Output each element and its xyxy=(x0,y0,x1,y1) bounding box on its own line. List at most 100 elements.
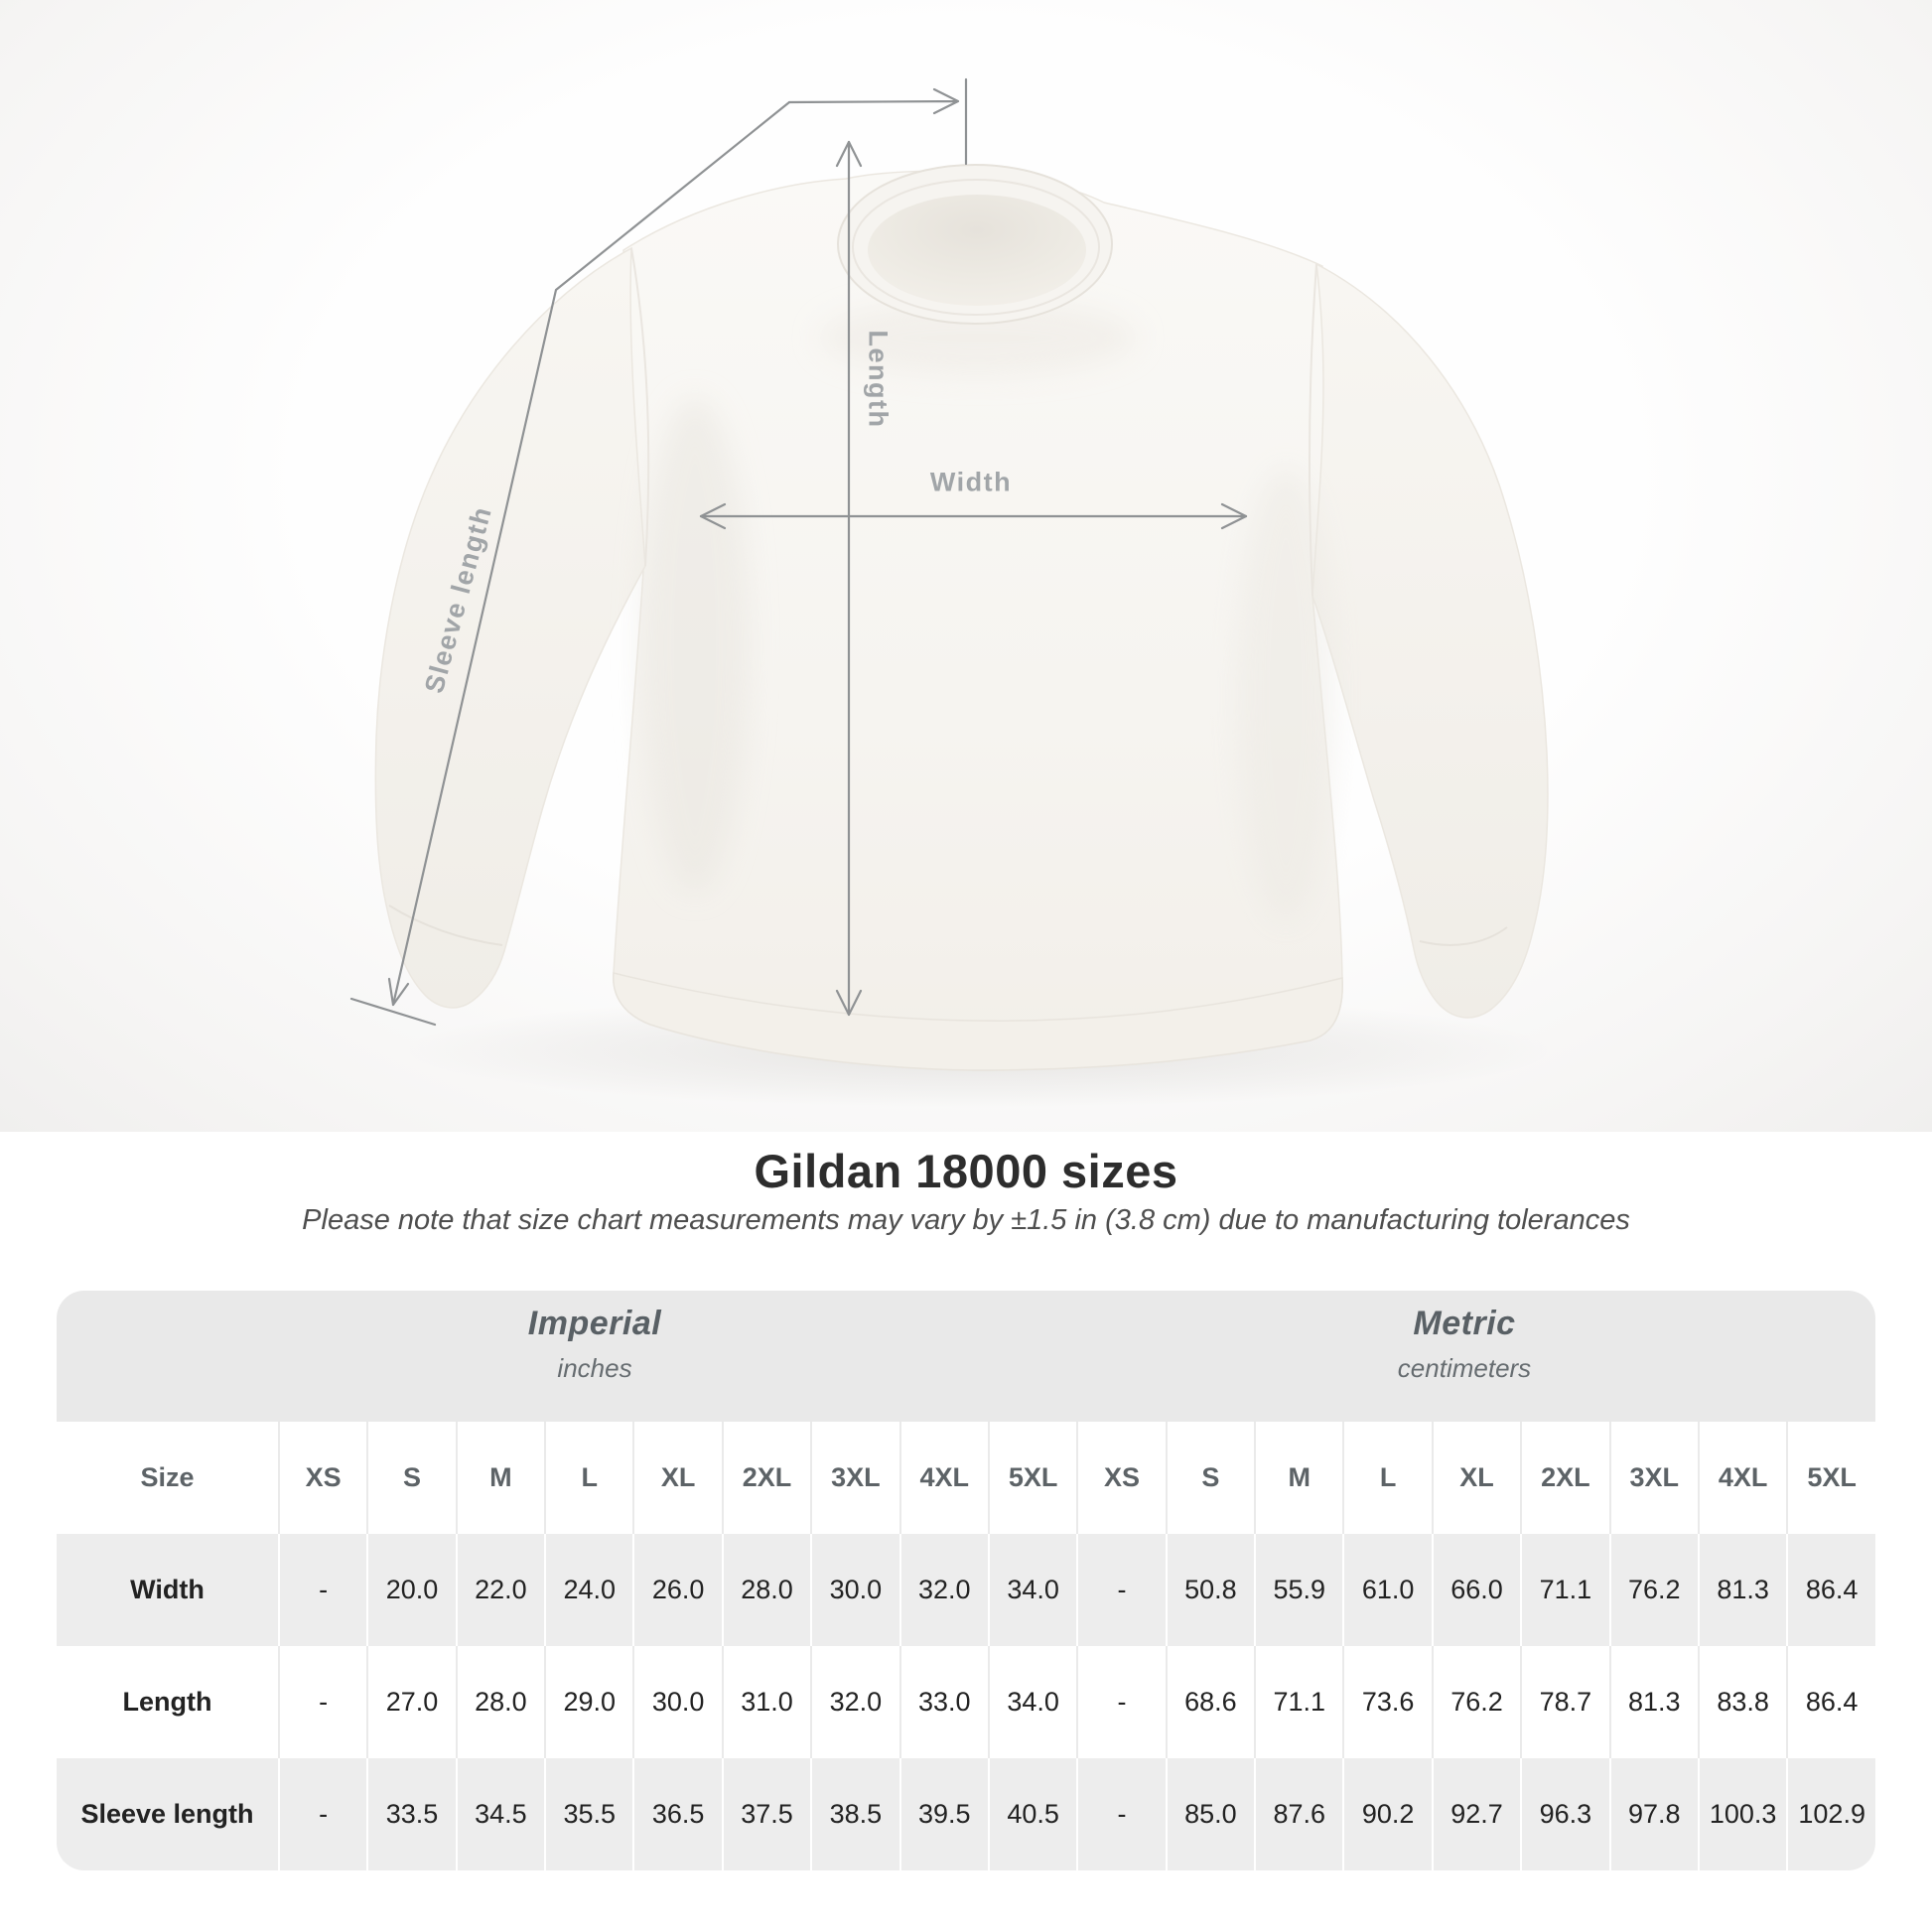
table-cell: 78.7 xyxy=(1520,1646,1608,1758)
table-cell: 36.5 xyxy=(632,1758,721,1870)
sleeve-length-tick xyxy=(349,997,437,1027)
table-cell: - xyxy=(1076,1534,1165,1646)
table-cell: 68.6 xyxy=(1165,1646,1254,1758)
table-cell: 76.2 xyxy=(1431,1646,1520,1758)
table-cell: 38.5 xyxy=(810,1758,898,1870)
table-cell: 32.0 xyxy=(810,1646,898,1758)
table-cell: 34.5 xyxy=(455,1758,544,1870)
size-header-cell: 3XL xyxy=(810,1422,898,1534)
sleeve-length-row: Sleeve length - 33.5 34.5 35.5 36.5 37.5… xyxy=(57,1758,1875,1870)
table-cell: 34.0 xyxy=(987,1534,1076,1646)
size-header-cell: S xyxy=(1165,1422,1254,1534)
body-shading-right xyxy=(1236,467,1335,923)
table-cell: 33.0 xyxy=(898,1646,988,1758)
sweatshirt-illustration xyxy=(349,77,1554,1108)
collar-rib-seam xyxy=(852,179,1100,316)
size-header-cell: 4XL xyxy=(1697,1422,1786,1534)
table-cell: 76.2 xyxy=(1608,1534,1698,1646)
size-header-row: Size XS S M L XL 2XL 3XL 4XL 5XL XS S M … xyxy=(57,1422,1875,1534)
page-title: Gildan 18000 sizes xyxy=(754,1145,1178,1197)
size-header-cell: 2XL xyxy=(1520,1422,1608,1534)
table-cell: 31.0 xyxy=(721,1646,810,1758)
imperial-group-title: Imperial xyxy=(527,1305,662,1342)
left-armhole-seam xyxy=(630,247,650,567)
table-cell: 97.8 xyxy=(1608,1758,1698,1870)
body-shading-left xyxy=(640,397,750,894)
width-row: Width - 20.0 22.0 24.0 26.0 28.0 30.0 32… xyxy=(57,1534,1875,1646)
imperial-group-header: Imperial inches xyxy=(528,1305,661,1384)
size-header-cell: XS xyxy=(1076,1422,1165,1534)
table-cell: 29.0 xyxy=(544,1646,632,1758)
table-cell: 40.5 xyxy=(987,1758,1076,1870)
table-cell: 86.4 xyxy=(1786,1534,1875,1646)
table-cell: - xyxy=(1076,1646,1165,1758)
sleeve-length-arrowhead xyxy=(387,977,410,1007)
size-header-cell: XS xyxy=(277,1422,366,1534)
left-sleeve xyxy=(374,246,646,1009)
table-cell: - xyxy=(277,1758,366,1870)
collar-opening xyxy=(868,195,1086,306)
tolerance-note: Please note that size chart measurements… xyxy=(302,1204,1630,1236)
size-header-cell: M xyxy=(1254,1422,1342,1534)
table-cell: 27.0 xyxy=(366,1646,455,1758)
table-cell: 26.0 xyxy=(632,1534,721,1646)
metric-group-subtitle: centimeters xyxy=(1397,1353,1532,1383)
size-table-grid: Size XS S M L XL 2XL 3XL 4XL 5XL XS S M … xyxy=(57,1422,1875,1870)
table-cell: 24.0 xyxy=(544,1534,632,1646)
left-cuff-seam xyxy=(388,904,503,946)
size-header-cell: 5XL xyxy=(1786,1422,1875,1534)
row-label-cell: Sleeve length xyxy=(80,1799,254,1829)
right-cuff-seam xyxy=(1419,926,1508,946)
product-photo: Length Width Sleeve length xyxy=(0,0,1932,1132)
metric-group-header: Metric centimeters xyxy=(1398,1305,1531,1384)
row-label-cell: Width xyxy=(130,1575,205,1604)
table-cell: - xyxy=(277,1534,366,1646)
width-measurement-label: Width xyxy=(929,467,1013,497)
size-header-cell: L xyxy=(1342,1422,1431,1534)
size-header-cell: XL xyxy=(632,1422,721,1534)
size-corner-cell: Size xyxy=(140,1462,195,1492)
table-cell: 100.3 xyxy=(1697,1758,1786,1870)
waistband xyxy=(613,972,1343,1071)
table-cell: 102.9 xyxy=(1786,1758,1875,1870)
metric-group-title: Metric xyxy=(1413,1305,1516,1342)
table-cell: 22.0 xyxy=(455,1534,544,1646)
imperial-group-subtitle: inches xyxy=(557,1353,632,1383)
size-header-cell: L xyxy=(544,1422,632,1534)
table-cell: 83.8 xyxy=(1697,1646,1786,1758)
table-cell: 86.4 xyxy=(1786,1646,1875,1758)
table-cell: 71.1 xyxy=(1520,1534,1608,1646)
table-cell: 96.3 xyxy=(1520,1758,1608,1870)
table-cell: 81.3 xyxy=(1697,1534,1786,1646)
table-cell: 71.1 xyxy=(1254,1646,1342,1758)
top-measure-arrow xyxy=(787,87,960,115)
table-cell: 92.7 xyxy=(1431,1758,1520,1870)
size-header-cell: 4XL xyxy=(898,1422,988,1534)
table-cell: 20.0 xyxy=(366,1534,455,1646)
table-cell: 61.0 xyxy=(1342,1534,1431,1646)
measurement-lines xyxy=(349,77,1248,1027)
under-collar-shading xyxy=(819,300,1137,375)
table-cell: 34.0 xyxy=(987,1646,1076,1758)
table-cell: 73.6 xyxy=(1342,1646,1431,1758)
table-cell: 37.5 xyxy=(721,1758,810,1870)
length-arrowheads xyxy=(835,140,863,1017)
table-cell: - xyxy=(1076,1758,1165,1870)
size-table: Imperial inches Metric centimeters Size … xyxy=(57,1291,1875,1870)
table-cell: 85.0 xyxy=(1165,1758,1254,1870)
size-header-cell: 5XL xyxy=(987,1422,1076,1534)
width-arrowheads xyxy=(699,502,1248,530)
table-cell: 55.9 xyxy=(1254,1534,1342,1646)
table-cell: 50.8 xyxy=(1165,1534,1254,1646)
table-cell: 30.0 xyxy=(810,1534,898,1646)
table-cell: 87.6 xyxy=(1254,1758,1342,1870)
table-cell: 81.3 xyxy=(1608,1646,1698,1758)
table-cell: 32.0 xyxy=(898,1534,988,1646)
size-header-cell: M xyxy=(455,1422,544,1534)
table-cell: 66.0 xyxy=(1431,1534,1520,1646)
size-header-cell: S xyxy=(366,1422,455,1534)
unit-group-header-band: Imperial inches Metric centimeters xyxy=(57,1291,1875,1422)
table-cell: 30.0 xyxy=(632,1646,721,1758)
table-cell: 28.0 xyxy=(721,1534,810,1646)
